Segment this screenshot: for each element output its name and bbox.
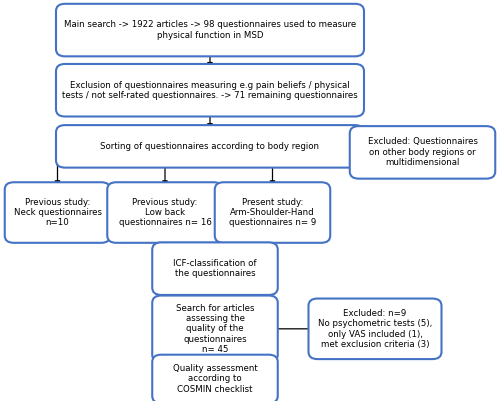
FancyBboxPatch shape (56, 64, 364, 116)
Text: Previous study:
Low back
questionnaires n= 16: Previous study: Low back questionnaires … (118, 198, 212, 227)
Text: Present study:
Arm-Shoulder-Hand
questionnaires n= 9: Present study: Arm-Shoulder-Hand questio… (229, 198, 316, 227)
Text: Excluded: Questionnaires
on other body regions or
multidimensional: Excluded: Questionnaires on other body r… (368, 138, 478, 167)
Text: Previous study:
Neck questionnaires
n=10: Previous study: Neck questionnaires n=10 (14, 198, 102, 227)
Text: Sorting of questionnaires according to body region: Sorting of questionnaires according to b… (100, 142, 320, 151)
Text: Main search -> 1922 articles -> 98 questionnaires used to measure
physical funct: Main search -> 1922 articles -> 98 quest… (64, 20, 356, 40)
FancyBboxPatch shape (308, 298, 442, 359)
Text: Search for articles
assessing the
quality of the
questionnaires
n= 45: Search for articles assessing the qualit… (176, 304, 254, 354)
FancyBboxPatch shape (152, 355, 278, 401)
FancyBboxPatch shape (350, 126, 495, 179)
Text: Exclusion of questionnaires measuring e.g pain beliefs / physical
tests / not se: Exclusion of questionnaires measuring e.… (62, 81, 358, 100)
FancyBboxPatch shape (152, 242, 278, 295)
Text: ICF-classification of
the questionnaires: ICF-classification of the questionnaires (174, 259, 257, 278)
FancyBboxPatch shape (56, 4, 364, 56)
FancyBboxPatch shape (108, 182, 223, 243)
FancyBboxPatch shape (152, 296, 278, 362)
Text: Quality assessment
according to
COSMIN checklist: Quality assessment according to COSMIN c… (172, 364, 258, 394)
Text: Excluded: n=9
No psychometric tests (5),
only VAS included (1),
met exclusion cr: Excluded: n=9 No psychometric tests (5),… (318, 309, 432, 349)
FancyBboxPatch shape (56, 125, 364, 168)
FancyBboxPatch shape (5, 182, 110, 243)
FancyBboxPatch shape (215, 182, 330, 243)
